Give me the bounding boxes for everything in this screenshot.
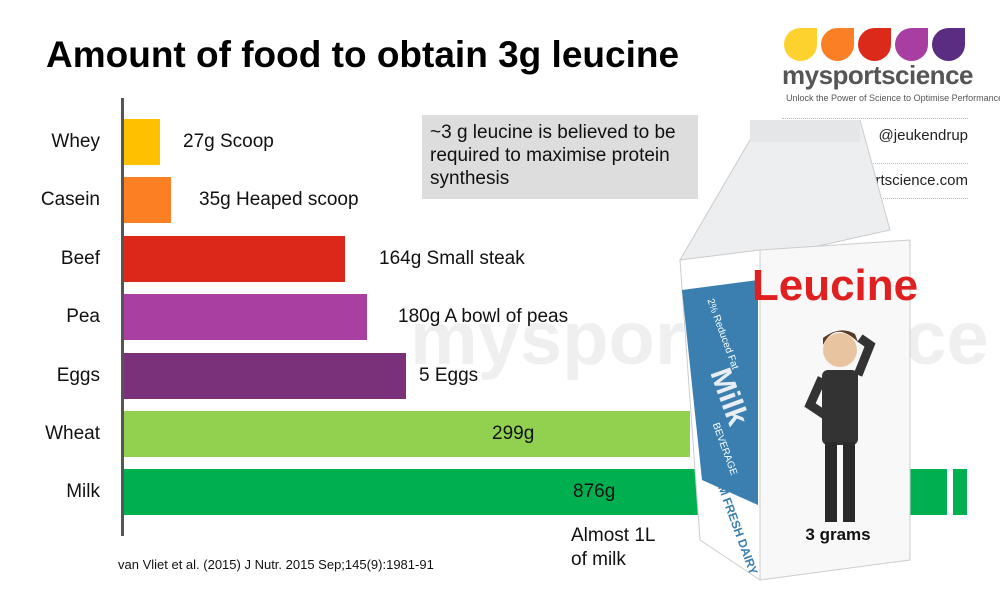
bar-wheat — [124, 411, 690, 457]
carton-side-blue — [682, 280, 758, 505]
data-label: 299g — [492, 423, 535, 444]
milk-carton-illustration: Leucine 2% Reduced Fat Milk BEVERAGE FAR… — [679, 120, 918, 581]
carton-amount-text: 3 grams — [805, 525, 870, 544]
chart-title: Amount of food to obtain 3g leucine — [46, 34, 680, 75]
logo-drop — [784, 28, 817, 61]
category-label: Whey — [51, 131, 100, 152]
bar-whey — [124, 119, 161, 165]
leucine-note: ~3 g leucine is believed to be required … — [422, 115, 698, 199]
data-label: 164g Small steak — [379, 248, 525, 269]
logo-drop — [932, 28, 965, 61]
data-label: 35g Heaped scoop — [199, 189, 359, 210]
data-label: 27g Scoop — [183, 131, 274, 152]
y-axis — [121, 98, 124, 536]
carton-brand-text: Leucine — [752, 261, 918, 310]
category-label: Beef — [60, 248, 100, 269]
carton-cap — [750, 120, 860, 142]
logo-drop — [895, 28, 928, 61]
citation: van Vliet et al. (2015) J Nutr. 2015 Sep… — [118, 557, 434, 572]
bar-milk-break-segment — [953, 469, 967, 515]
logo-tagline: Unlock the Power of Science to Optimise … — [786, 93, 1000, 103]
logo-drop — [821, 28, 854, 61]
logo-drop — [858, 28, 891, 61]
category-label: Casein — [40, 189, 100, 210]
twitter-handle: @jeukendrup — [782, 118, 968, 144]
bar-casein — [124, 177, 172, 223]
category-label: Eggs — [56, 365, 100, 386]
category-label: Pea — [66, 306, 100, 327]
data-label: 876g — [573, 481, 616, 502]
category-label: Wheat — [45, 423, 100, 444]
bar-pea — [124, 294, 367, 340]
category-label: Milk — [66, 481, 100, 502]
data-label: 180g A bowl of peas — [398, 306, 569, 327]
milk-annotation: Almost 1L of milk — [571, 525, 655, 570]
cartoon-man — [804, 330, 876, 522]
data-label: 5 Eggs — [419, 365, 479, 386]
bar-beef — [124, 236, 346, 282]
logo-brand: mysportscience — [782, 60, 973, 90]
bar-eggs — [124, 353, 406, 399]
